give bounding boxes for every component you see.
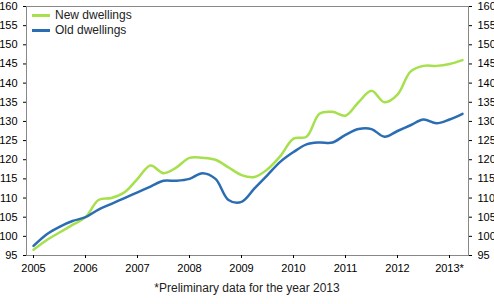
svg-text:150: 150: [478, 38, 494, 50]
svg-text:120: 120: [0, 153, 18, 165]
svg-text:2011: 2011: [334, 262, 358, 274]
svg-text:2005: 2005: [21, 262, 45, 274]
svg-text:95: 95: [478, 249, 490, 261]
svg-text:125: 125: [478, 134, 494, 146]
svg-text:140: 140: [0, 77, 18, 89]
html-text:Old dwellings: Old dwellings: [55, 23, 127, 37]
svg-text:135: 135: [0, 96, 18, 108]
svg-text:110: 110: [0, 192, 18, 204]
svg-text:150: 150: [0, 38, 18, 50]
svg-text:2013*: 2013*: [435, 262, 464, 274]
svg-text:115: 115: [0, 172, 18, 184]
svg-text:95: 95: [5, 249, 17, 261]
svg-text:100: 100: [478, 230, 494, 242]
svg-text:105: 105: [478, 211, 494, 223]
svg-text:100: 100: [0, 230, 18, 242]
svg-text:2009: 2009: [229, 262, 253, 274]
svg-text:125: 125: [0, 134, 18, 146]
svg-text:145: 145: [478, 57, 494, 69]
svg-text:130: 130: [478, 115, 494, 127]
svg-text:105: 105: [0, 211, 18, 223]
svg-text:155: 155: [0, 19, 18, 31]
svg-text:120: 120: [478, 153, 494, 165]
svg-text:160: 160: [0, 0, 18, 12]
svg-text:140: 140: [478, 77, 494, 89]
html-text:*Preliminary data for the year: *Preliminary data for the year 2013: [154, 281, 340, 295]
svg-text:2010: 2010: [281, 262, 305, 274]
svg-text:115: 115: [478, 172, 494, 184]
svg-text:145: 145: [0, 57, 18, 69]
svg-text:135: 135: [478, 96, 494, 108]
svg-text:2012: 2012: [385, 262, 409, 274]
svg-text:2008: 2008: [177, 262, 201, 274]
svg-text:155: 155: [478, 19, 494, 31]
svg-text:160: 160: [478, 0, 494, 12]
svg-text:110: 110: [478, 192, 494, 204]
svg-text:130: 130: [0, 115, 18, 127]
svg-text:2007: 2007: [125, 262, 149, 274]
svg-text:2006: 2006: [73, 262, 97, 274]
html-text:New dwellings: New dwellings: [55, 8, 132, 22]
